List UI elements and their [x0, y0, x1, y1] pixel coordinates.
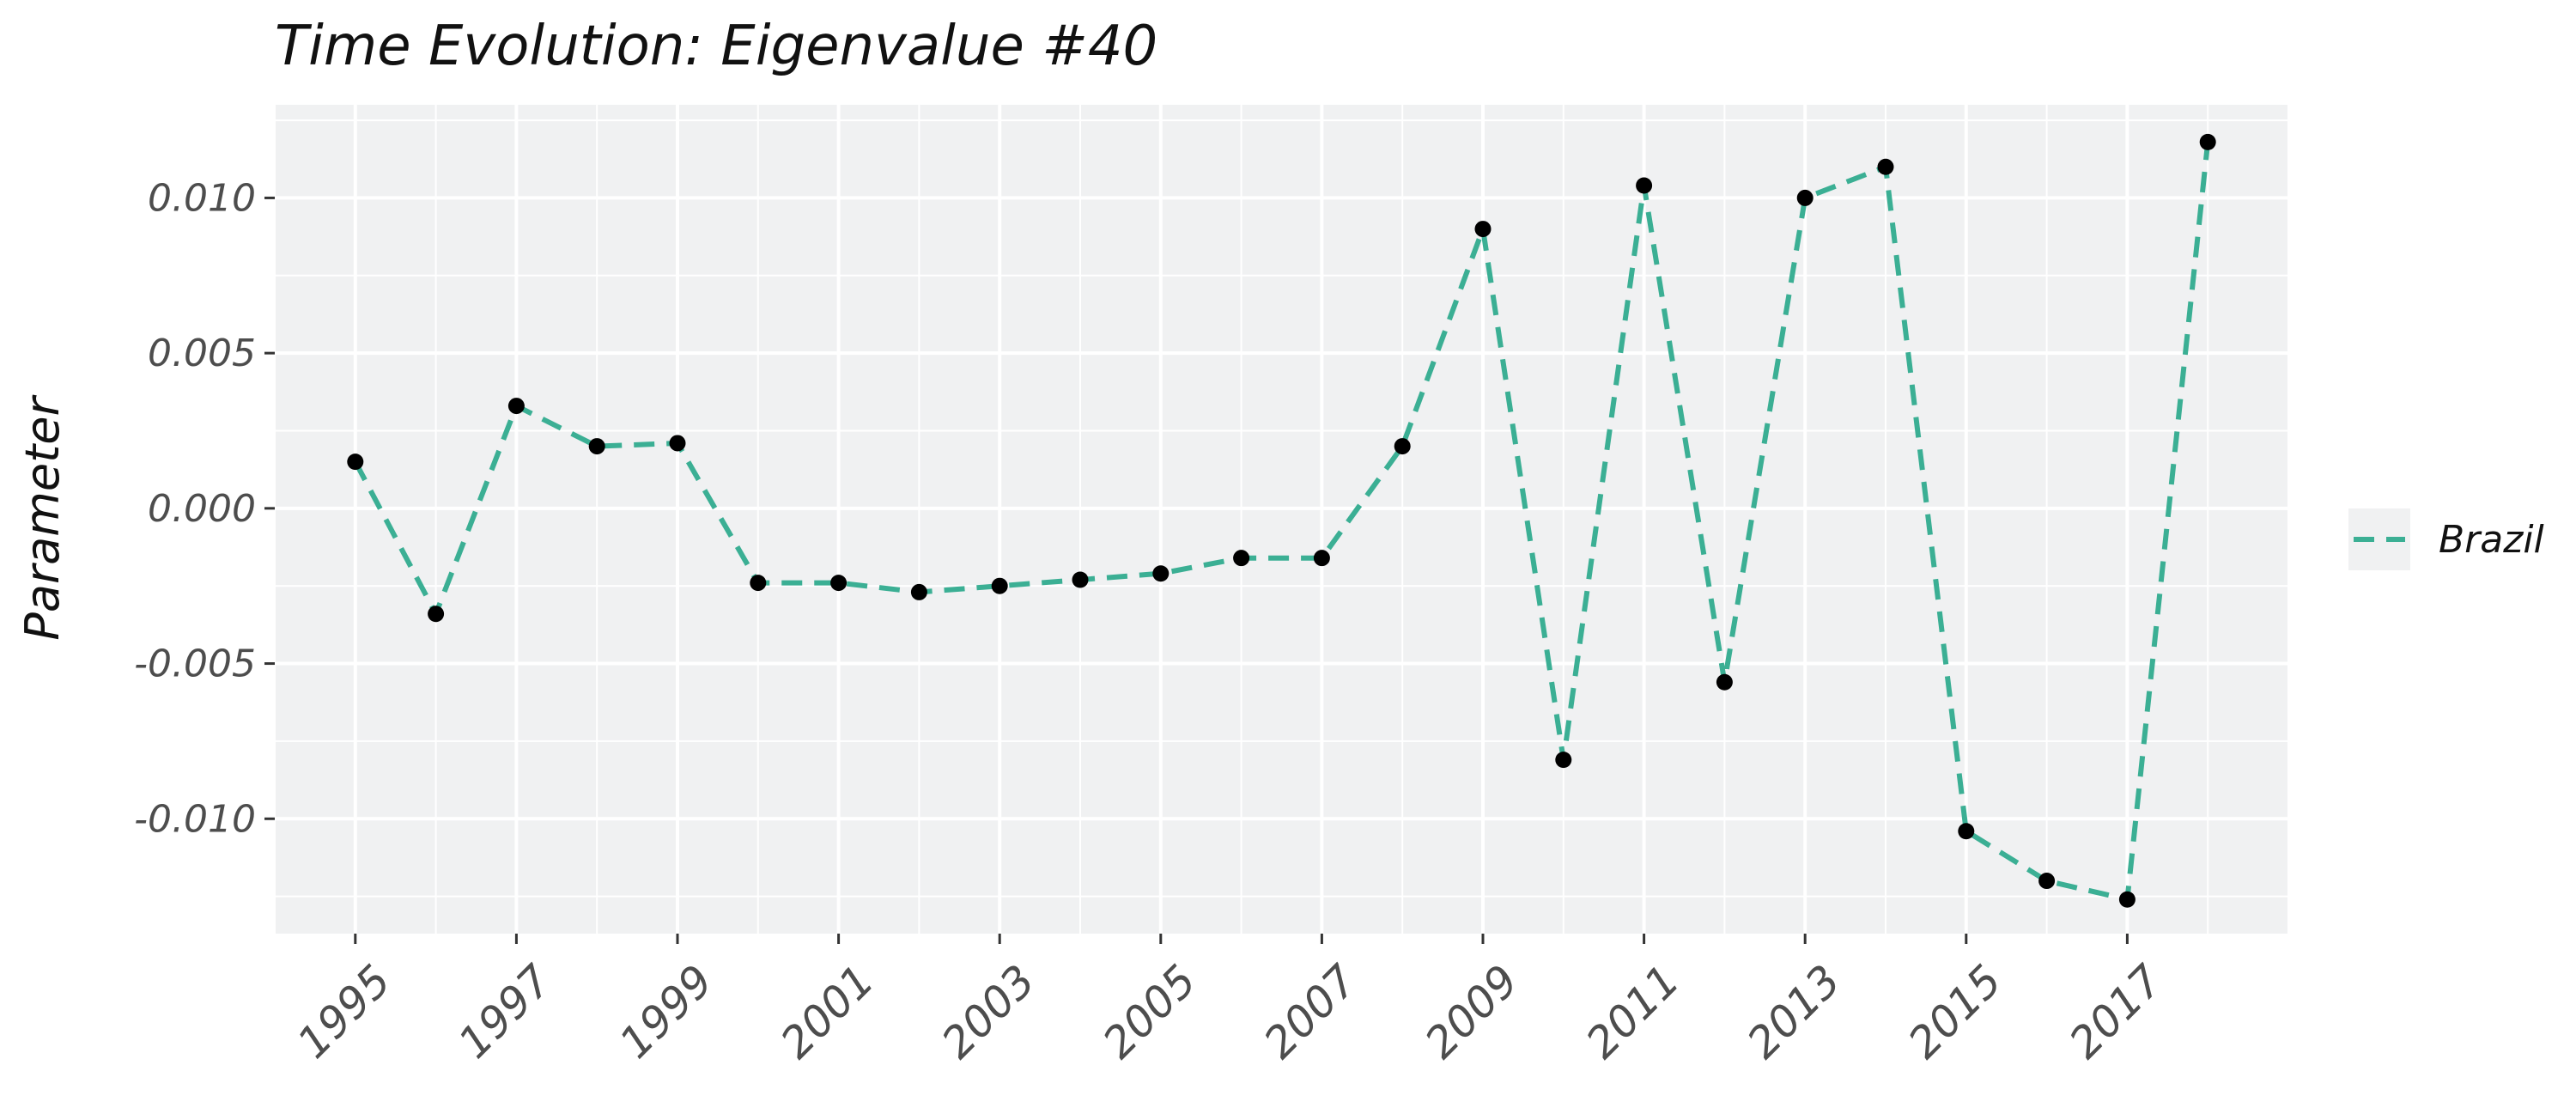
data-point — [1958, 823, 1975, 840]
data-point — [1716, 673, 1733, 691]
x-tick-label: 2007 — [1255, 955, 1367, 1068]
data-point — [507, 398, 525, 415]
x-tick-label: 2017 — [2060, 955, 2172, 1068]
data-point — [2199, 133, 2216, 150]
data-point — [1877, 158, 1894, 175]
data-point — [1233, 550, 1250, 567]
x-tick-label: 2011 — [1577, 955, 1689, 1068]
legend-label-brazil: Brazil — [2439, 518, 2545, 562]
data-point — [1636, 177, 1653, 194]
data-point — [1555, 752, 1572, 769]
data-point — [347, 453, 364, 471]
data-point — [830, 575, 848, 592]
legend: Brazil — [2348, 508, 2545, 570]
data-point — [588, 438, 605, 455]
y-tick-label: -0.005 — [134, 642, 256, 686]
y-tick-label: 0.010 — [148, 176, 256, 220]
data-point — [669, 435, 686, 452]
plot-panel — [275, 105, 2288, 934]
x-tick-label: 2009 — [1416, 955, 1528, 1068]
y-axis-label: Parameter — [15, 395, 70, 641]
y-tick-label: 0.005 — [148, 332, 256, 375]
plot-background — [275, 105, 2288, 934]
x-tick-label: 1995 — [288, 955, 400, 1068]
data-point — [2038, 873, 2056, 890]
data-point — [1796, 189, 1814, 206]
data-point — [428, 606, 445, 623]
x-tick-label: 1999 — [611, 955, 723, 1068]
x-tick-label: 2003 — [933, 955, 1045, 1068]
x-tick-label: 1997 — [449, 955, 562, 1068]
chart-title: Time Evolution: Eigenvalue #40 — [275, 15, 1157, 78]
x-tick-label: 2001 — [771, 955, 884, 1068]
y-tick-labels: 0.010 0.005 0.000 -0.005 -0.010 — [134, 176, 275, 841]
x-tick-label: 2015 — [1899, 955, 2011, 1068]
y-tick-label: 0.000 — [148, 487, 256, 531]
series-line-brazil — [353, 142, 2211, 903]
data-point — [991, 577, 1008, 594]
x-tick-label: 2013 — [1738, 955, 1850, 1068]
data-point — [1152, 565, 1170, 582]
y-tick-label: -0.010 — [134, 797, 256, 841]
x-tick-label: 2005 — [1093, 955, 1206, 1068]
data-point — [1313, 550, 1330, 567]
data-point — [1474, 221, 1492, 238]
data-points — [347, 133, 2216, 908]
data-point — [2118, 891, 2136, 908]
x-tick-labels: 1995 1997 1999 2001 2003 2005 2007 2009 2011 2013… — [288, 934, 2172, 1068]
data-point — [1072, 571, 1089, 588]
grid-lines — [274, 105, 2289, 934]
data-point — [1394, 438, 1411, 455]
data-point — [750, 575, 767, 592]
data-point — [910, 583, 927, 600]
series-brazil — [353, 142, 2211, 903]
